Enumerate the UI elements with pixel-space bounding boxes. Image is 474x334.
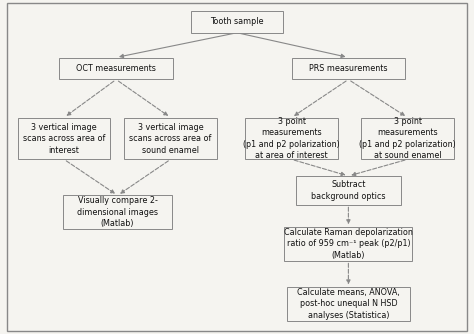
FancyBboxPatch shape (18, 118, 110, 160)
FancyBboxPatch shape (246, 118, 337, 160)
FancyBboxPatch shape (59, 57, 173, 79)
Text: 3 point
measurements
(p1 and p2 polarization)
at sound enamel: 3 point measurements (p1 and p2 polariza… (359, 117, 456, 160)
FancyBboxPatch shape (284, 227, 412, 261)
FancyBboxPatch shape (124, 118, 217, 160)
Text: 3 vertical image
scans across area of
interest: 3 vertical image scans across area of in… (23, 123, 105, 155)
FancyBboxPatch shape (292, 57, 405, 79)
Text: Calculate means, ANOVA,
post-hoc unequal N HSD
analyses (Statistica): Calculate means, ANOVA, post-hoc unequal… (297, 288, 400, 320)
Text: 3 point
measurements
(p1 and p2 polarization)
at area of interest: 3 point measurements (p1 and p2 polariza… (243, 117, 340, 160)
Text: OCT measurements: OCT measurements (76, 64, 156, 73)
Text: Subtract
background optics: Subtract background optics (311, 180, 386, 201)
FancyBboxPatch shape (361, 118, 454, 160)
FancyBboxPatch shape (287, 287, 410, 321)
FancyBboxPatch shape (191, 11, 283, 32)
FancyBboxPatch shape (296, 176, 401, 204)
Text: Tooth sample: Tooth sample (210, 17, 264, 26)
Text: 3 vertical image
scans across area of
sound enamel: 3 vertical image scans across area of so… (129, 123, 212, 155)
FancyBboxPatch shape (63, 195, 172, 229)
Text: Calculate Raman depolarization
ratio of 959 cm⁻¹ peak (p2/p1)
(Matlab): Calculate Raman depolarization ratio of … (284, 228, 413, 260)
Text: Visually compare 2-
dimensional images
(Matlab): Visually compare 2- dimensional images (… (77, 196, 158, 228)
Text: PRS measurements: PRS measurements (309, 64, 388, 73)
